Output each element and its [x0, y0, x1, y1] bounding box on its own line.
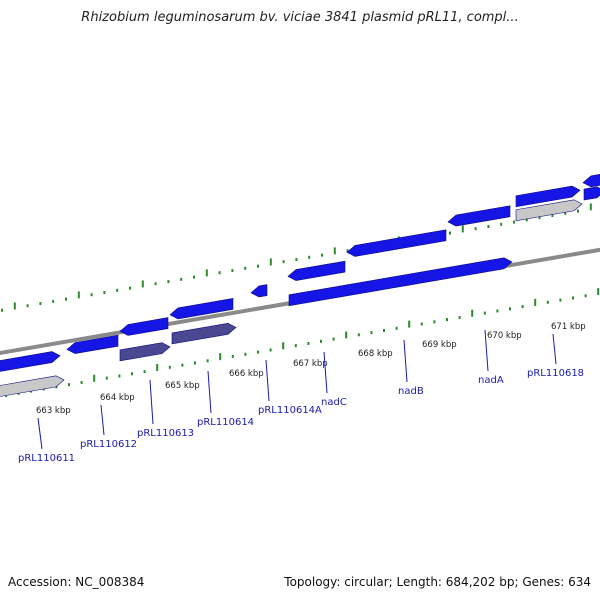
leader-line: [323, 351, 328, 394]
gene-arrow: [346, 229, 447, 257]
scale-label: 670 kbp: [487, 331, 522, 341]
scale-label: 664 kbp: [100, 393, 135, 403]
gene-label: pRL110618: [527, 368, 584, 379]
leader-line: [149, 379, 154, 425]
gene-arrow: [119, 342, 171, 362]
gene-arrow: [583, 186, 600, 201]
scale-label: 671 kbp: [551, 322, 586, 332]
leader-line: [484, 329, 489, 372]
leader-line: [100, 404, 105, 436]
leader-line: [403, 339, 408, 383]
gene-label: nadC: [321, 397, 347, 408]
scale-track: 663 kbp 664 kbp 665 kbp 666 kbp 667 kbp 668 k…: [36, 322, 586, 416]
gc-skew-track-upper: [1, 203, 592, 312]
scale-label: 668 kbp: [358, 349, 393, 359]
gene-arrow: [0, 351, 61, 372]
gene-label: pRL110612: [80, 439, 137, 450]
gene-label: nadA: [478, 375, 504, 386]
accession-text: Accession: NC_008384: [8, 575, 145, 589]
gene-label: pRL110614A: [258, 405, 322, 416]
gene-label: pRL110613: [137, 428, 194, 439]
gene-arrow: [0, 375, 65, 397]
gene-arrow: [119, 317, 169, 336]
gene-arrow: [515, 185, 581, 208]
gene-arrow: [582, 173, 600, 188]
scale-label: 665 kbp: [165, 381, 200, 391]
leader-line: [37, 417, 43, 450]
genome-summary-text: Topology: circular; Length: 684,202 bp; …: [284, 575, 591, 589]
gene-label: pRL110611: [18, 453, 75, 464]
gene-arrow: [287, 260, 346, 281]
gene-arrow: [171, 322, 237, 345]
gene-arrow: [288, 257, 513, 307]
gene-label: nadB: [398, 386, 424, 397]
scale-label: 666 kbp: [229, 369, 264, 379]
gene-track: [0, 173, 600, 397]
scale-label: 667 kbp: [293, 359, 328, 369]
scale-label: 669 kbp: [422, 340, 457, 350]
leader-line: [552, 333, 557, 365]
gene-arrow: [66, 334, 119, 354]
leader-line: [265, 359, 270, 402]
gene-label: pRL110614: [197, 417, 254, 428]
gene-arrow: [515, 199, 583, 222]
leader-line: [207, 370, 212, 414]
map-title: Rhizobium leguminosarum bv. viciae 3841 …: [81, 10, 519, 25]
gene-arrow: [169, 298, 234, 320]
gene-arrow: [447, 205, 511, 227]
gene-arrow: [250, 284, 268, 298]
scale-label: 663 kbp: [36, 406, 71, 416]
